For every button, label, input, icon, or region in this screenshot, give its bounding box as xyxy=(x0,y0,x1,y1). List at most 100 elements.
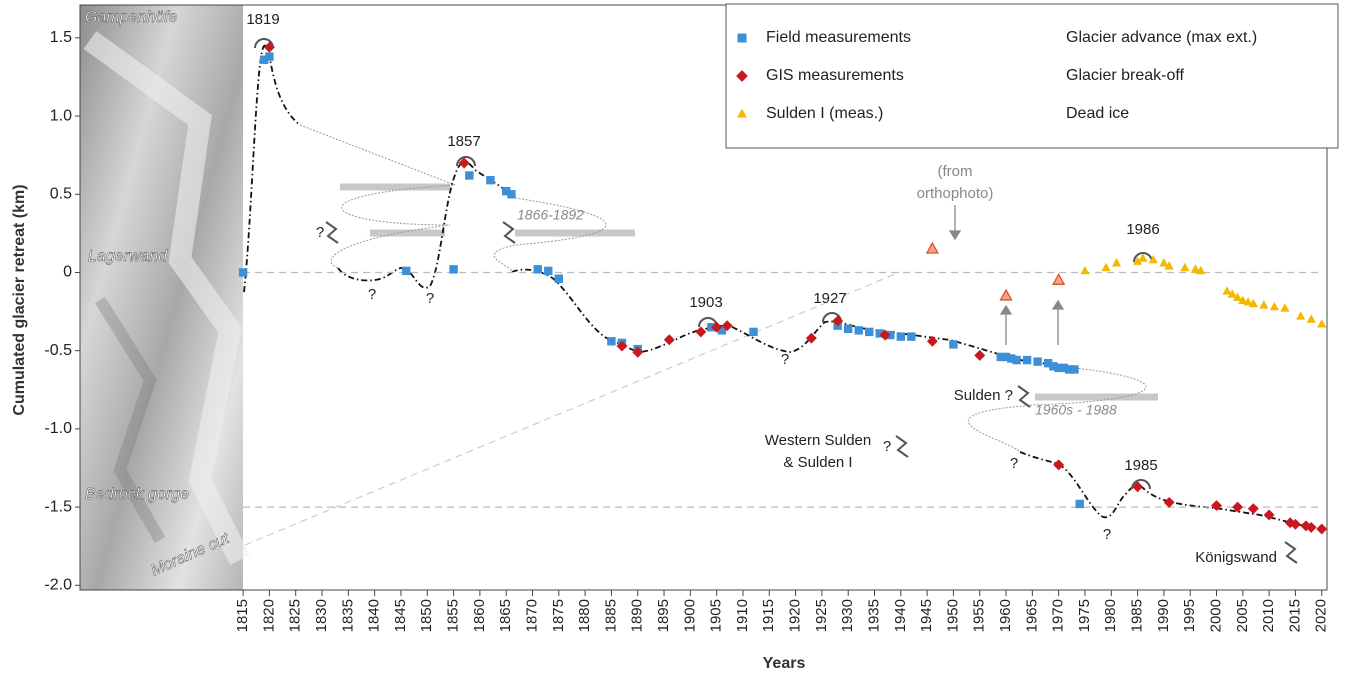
annotation: (from xyxy=(938,163,973,180)
point xyxy=(486,176,494,184)
annotation: 1985 xyxy=(1124,457,1157,474)
annotation: ? xyxy=(781,351,789,368)
y-axis-label: Cumulated glacier retreat (km) xyxy=(11,184,28,415)
x-tick-label: 2005 xyxy=(1234,599,1251,632)
diagonal-guide xyxy=(245,272,900,545)
x-tick-label: 1940 xyxy=(892,599,909,632)
point xyxy=(555,275,563,283)
point xyxy=(1180,263,1189,271)
x-tick-label: 1930 xyxy=(839,599,856,632)
legend-label: Glacier break-off xyxy=(1066,67,1185,84)
x-tick-label: 1985 xyxy=(1129,599,1146,632)
point xyxy=(1259,300,1268,308)
legend-label: Field measurements xyxy=(766,29,911,46)
point xyxy=(949,340,957,348)
y-tick-label: -1.5 xyxy=(44,498,72,515)
point xyxy=(507,190,515,198)
x-tick-label: 1865 xyxy=(497,599,514,632)
point xyxy=(865,328,873,336)
point xyxy=(1053,459,1064,470)
point xyxy=(749,328,757,336)
x-tick-label: 1925 xyxy=(813,599,830,632)
x-tick-label: 1935 xyxy=(865,599,882,632)
point xyxy=(1164,497,1175,508)
point xyxy=(927,243,938,253)
x-tick-label: 1980 xyxy=(1102,599,1119,632)
annotation: Bedrock gorge xyxy=(85,486,189,503)
annotation: ? xyxy=(1010,455,1018,472)
point xyxy=(607,337,615,345)
point xyxy=(265,52,273,60)
annotation: Sulden ? xyxy=(954,387,1013,404)
x-tick-label: 1960 xyxy=(997,599,1014,632)
annotation: ? xyxy=(368,286,376,303)
point xyxy=(1296,311,1305,319)
x-tick-label: 2015 xyxy=(1286,599,1303,632)
point xyxy=(239,268,247,276)
point xyxy=(534,265,542,273)
y-tick-label: 0.5 xyxy=(50,185,72,202)
point xyxy=(1033,357,1041,365)
point xyxy=(402,267,410,275)
x-tick-label: 1910 xyxy=(734,599,751,632)
annotation: 1927 xyxy=(813,290,846,307)
x-tick-label: 1905 xyxy=(708,599,725,632)
annotation: Western Sulden xyxy=(765,432,871,449)
x-tick-label: 1880 xyxy=(576,599,593,632)
point xyxy=(1053,274,1064,284)
x-tick-label: 1970 xyxy=(1050,599,1067,632)
legend-label: Dead ice xyxy=(1066,105,1129,122)
x-axis-label: Years xyxy=(763,655,806,672)
point xyxy=(1248,503,1259,514)
annotation: 1903 xyxy=(689,294,722,311)
legend-marker xyxy=(738,34,747,43)
annotation: & Sulden I xyxy=(783,454,852,471)
y-tick-label: -0.5 xyxy=(44,342,72,359)
x-tick-label: 1885 xyxy=(602,599,619,632)
y-tick-label: -2.0 xyxy=(44,577,72,594)
point xyxy=(1076,500,1084,508)
point xyxy=(465,171,473,179)
x-tick-label: 1840 xyxy=(366,599,383,632)
annotation: 1857 xyxy=(447,133,480,150)
legend-label: Glacier advance (max ext.) xyxy=(1066,29,1257,46)
y-tick-label: -1.0 xyxy=(44,420,72,437)
point xyxy=(927,336,938,347)
chart: 1.51.00.50-0.5-1.0-1.5-2.018151820182518… xyxy=(0,0,1345,678)
x-tick-label: 1900 xyxy=(681,599,698,632)
point xyxy=(544,267,552,275)
point xyxy=(1280,303,1289,311)
x-tick-label: 1950 xyxy=(944,599,961,632)
point xyxy=(844,325,852,333)
annotation: 1986 xyxy=(1126,221,1159,238)
x-tick-label: 1945 xyxy=(918,599,935,632)
point xyxy=(1023,356,1031,364)
point xyxy=(664,334,675,345)
x-tick-label: 1820 xyxy=(260,599,277,632)
point xyxy=(1012,356,1020,364)
x-tick-label: 1815 xyxy=(234,599,251,632)
point xyxy=(1316,524,1327,535)
y-tick-label: 1.5 xyxy=(50,29,72,46)
annotation: Königswand xyxy=(1195,549,1277,566)
point xyxy=(974,350,985,361)
legend-label: GIS measurements xyxy=(766,67,904,84)
x-tick-label: 1975 xyxy=(1076,599,1093,632)
legend-label: Sulden I (meas.) xyxy=(766,105,883,122)
annotation: 1819 xyxy=(246,11,279,28)
x-tick-label: 1915 xyxy=(760,599,777,632)
x-tick-label: 1850 xyxy=(418,599,435,632)
annotation: Lagerwand xyxy=(88,248,168,265)
point xyxy=(1070,365,1078,373)
x-tick-label: 2010 xyxy=(1260,599,1277,632)
x-tick-label: 1890 xyxy=(629,599,646,632)
x-tick-label: 1995 xyxy=(1181,599,1198,632)
point xyxy=(1112,258,1121,266)
arrow xyxy=(950,205,1063,345)
annotation: ? xyxy=(316,224,324,241)
x-tick-label: 1845 xyxy=(392,599,409,632)
x-tick-label: 2020 xyxy=(1313,599,1330,632)
x-tick-label: 1920 xyxy=(787,599,804,632)
x-tick-label: 1990 xyxy=(1155,599,1172,632)
y-tick-label: 1.0 xyxy=(50,107,72,124)
